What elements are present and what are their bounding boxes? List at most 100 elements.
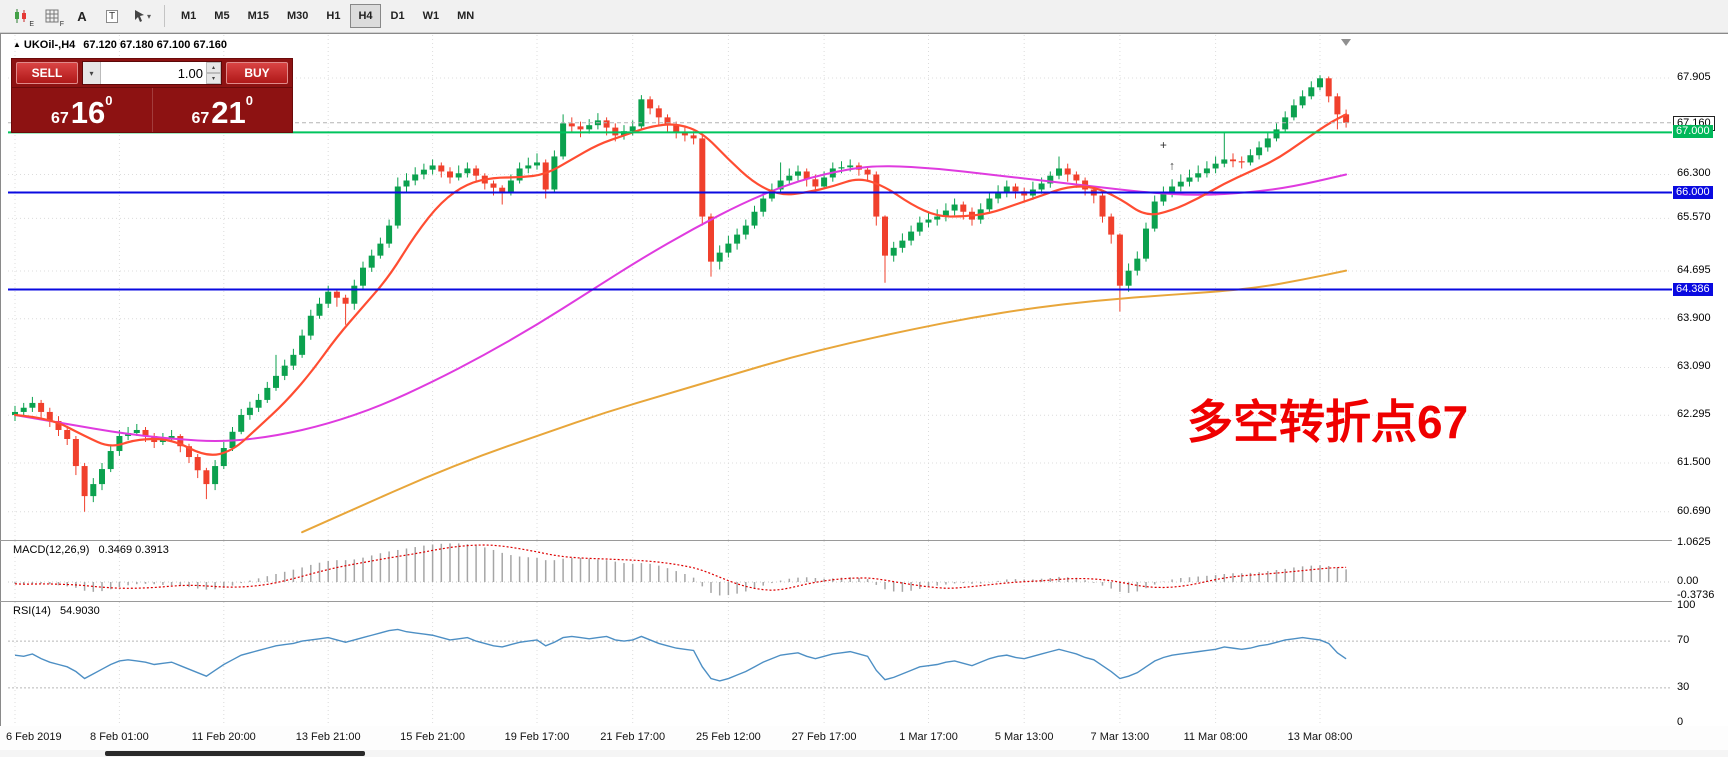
time-axis-label: 11 Feb 20:00 — [191, 731, 256, 743]
volume-input[interactable] — [101, 62, 206, 84]
volume-increase-button[interactable]: ▴ — [206, 62, 221, 73]
timeframe-m15-button[interactable]: M15 — [240, 4, 277, 28]
timeframe-mn-button[interactable]: MN — [449, 4, 482, 28]
sell-button[interactable]: SELL — [16, 62, 78, 84]
mid-ma-line — [14, 165, 1348, 442]
macd-label: MACD(12,26,9) — [13, 544, 90, 556]
price-axis-label: 63.090 — [1677, 360, 1711, 373]
rsi-axis-label: 100 — [1677, 599, 1696, 611]
price-axis-label: 65.570 — [1677, 211, 1711, 224]
price-chart-canvas[interactable]: +↑ — [8, 35, 1672, 540]
time-axis-label: 1 Mar 17:00 — [899, 731, 958, 743]
text-tool-button[interactable]: A — [68, 3, 96, 29]
bottom-strip — [0, 750, 1728, 757]
time-axis-label: 19 Feb 17:00 — [504, 731, 570, 743]
chart-text-annotation[interactable]: 多空转折点67 — [1187, 396, 1469, 448]
macd-header: MACD(12,26,9) 0.3469 0.3913 — [13, 544, 169, 556]
timeframe-h1-button[interactable]: H1 — [318, 4, 348, 28]
sell-price-big: 16 — [70, 95, 106, 130]
chevron-down-icon: ▾ — [146, 11, 151, 21]
macd-axis-label: 1.0625 — [1677, 536, 1711, 549]
one-click-trading-panel: SELL ▾ ▴ ▾ BUY 67 16 0 67 21 0 — [11, 58, 293, 133]
price-axis-label: 60.690 — [1677, 504, 1711, 517]
buy-price-sup: 0 — [245, 93, 253, 108]
timeframe-w1-button[interactable]: W1 — [415, 4, 448, 28]
toolbar-separator — [164, 5, 165, 27]
grid-icon[interactable]: F — [38, 3, 66, 29]
price-axis-label: 66.300 — [1677, 167, 1711, 180]
price-axis-label: 64.695 — [1677, 263, 1711, 276]
price-axis-label: 63.900 — [1677, 311, 1711, 324]
time-axis-label: 27 Feb 17:00 — [791, 731, 857, 743]
level-price-label: 67.000 — [1673, 125, 1713, 139]
symbol-marker-icon: ▲ — [13, 40, 21, 49]
time-axis-label: 25 Feb 12:00 — [695, 731, 761, 743]
slow-ma-line — [301, 269, 1348, 534]
cursor-tool-button[interactable]: ▾ — [128, 3, 156, 29]
time-axis-label: 7 Mar 13:00 — [1090, 731, 1150, 743]
rsi-panel-canvas[interactable] — [8, 602, 1672, 726]
chart-type-icon[interactable]: E — [8, 3, 36, 29]
sell-price-sup: 0 — [105, 93, 113, 108]
grid-glyph-icon — [45, 9, 59, 23]
volume-dropdown-button[interactable]: ▾ — [83, 62, 101, 84]
volume-decrease-button[interactable]: ▾ — [206, 73, 221, 84]
level-price-label: 64.386 — [1673, 282, 1713, 296]
main-toolbar: E F A T ▾ M1 M5 M15 M30 H1 H4 D1 W1 MN — [0, 0, 1728, 33]
time-axis-label: 11 Mar 08:00 — [1183, 731, 1248, 743]
volume-steppers: ▴ ▾ — [206, 62, 221, 84]
time-axis-label: 6 Feb 2019 — [6, 731, 62, 743]
time-axis-label: 13 Feb 21:00 — [295, 731, 361, 743]
timeframe-d1-button[interactable]: D1 — [383, 4, 413, 28]
macd-axis-label: -0.3736 — [1677, 588, 1715, 601]
buy-price-prefix: 67 — [191, 110, 210, 127]
price-axis-label: 62.295 — [1677, 408, 1711, 421]
rsi-value: 54.9030 — [59, 605, 100, 617]
macd-panel-canvas[interactable] — [8, 541, 1672, 601]
level-price-label: 66.000 — [1673, 185, 1713, 199]
buy-price[interactable]: 67 21 0 — [153, 88, 293, 132]
chart-window — [0, 33, 1728, 751]
symbol-name: UKOil-,H4 — [23, 39, 76, 51]
time-axis-label: 21 Feb 17:00 — [600, 731, 666, 743]
chart-ohlc-header: ▲ UKOil-,H4 67.120 67.180 67.100 67.160 — [13, 39, 227, 51]
sell-price[interactable]: 67 16 0 — [12, 88, 152, 132]
panel-separator[interactable] — [0, 540, 1728, 541]
icon-sub-label: F — [59, 21, 64, 28]
timeframe-h4-button[interactable]: H4 — [350, 4, 381, 28]
timeframe-m5-button[interactable]: M5 — [206, 4, 237, 28]
chart-marker: ↑ — [1169, 159, 1175, 173]
price-axis[interactable]: 67.905 67.160 67.000 66.300 66.000 65.570 64.6… — [1672, 34, 1728, 750]
time-axis[interactable]: 6 Feb 2019 8 Feb 01:00 11 Feb 20:00 13 Feb … — [0, 726, 1728, 750]
text-tool-icon: A — [77, 8, 87, 24]
time-axis-label: 15 Feb 21:00 — [400, 731, 466, 743]
rsi-label: RSI(14) — [13, 605, 51, 617]
trade-controls-row: SELL ▾ ▴ ▾ BUY — [12, 59, 292, 87]
rsi-axis-label: 30 — [1677, 680, 1690, 693]
candlestick-chart-icon — [15, 9, 26, 23]
panel-separator[interactable] — [0, 601, 1728, 602]
rsi-header: RSI(14) 54.9030 — [13, 605, 100, 617]
buy-button[interactable]: BUY — [226, 62, 288, 84]
chart-shift-marker-icon[interactable] — [1341, 39, 1351, 46]
ohlc-values: 67.120 67.180 67.100 67.160 — [83, 39, 228, 51]
buy-price-big: 21 — [211, 95, 246, 130]
rsi-line — [14, 628, 1347, 682]
timeframe-m1-button[interactable]: M1 — [173, 4, 204, 28]
sell-price-prefix: 67 — [50, 110, 69, 127]
label-tool-icon: T — [105, 9, 119, 23]
label-tool-button[interactable]: T — [98, 3, 126, 29]
fast-ma-line — [13, 113, 1348, 456]
timeframe-m30-button[interactable]: M30 — [279, 4, 316, 28]
volume-control: ▾ ▴ ▾ — [82, 61, 222, 85]
price-axis-label: 61.500 — [1677, 456, 1711, 469]
trade-prices-row: 67 16 0 67 21 0 — [12, 87, 292, 132]
taskbar-hint — [105, 751, 365, 756]
rsi-axis-label: 70 — [1677, 634, 1690, 647]
cursor-icon — [134, 10, 144, 22]
icon-sub-label: E — [29, 21, 34, 28]
time-axis-label: 8 Feb 01:00 — [90, 731, 149, 743]
time-axis-label: 5 Mar 13:00 — [994, 731, 1054, 743]
candlestick-series — [12, 75, 1350, 512]
